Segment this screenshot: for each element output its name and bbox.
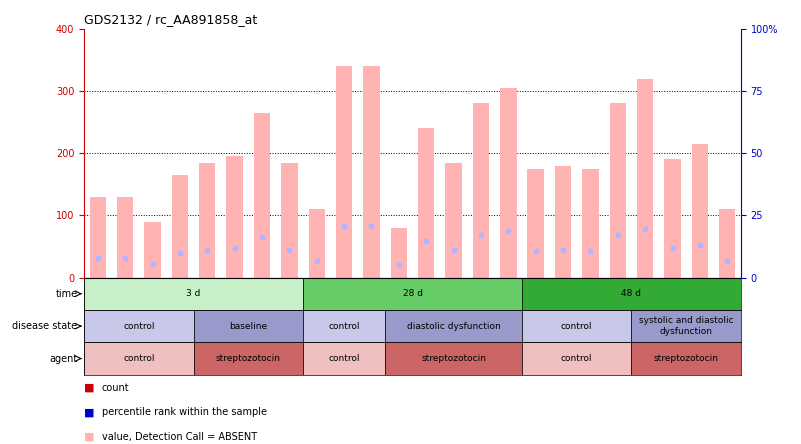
Bar (692, 144, 708, 278)
Bar (445, 163, 461, 278)
Bar (610, 103, 626, 278)
Text: 3 d: 3 d (187, 289, 201, 298)
Bar (171, 175, 188, 278)
Text: streptozotocin: streptozotocin (215, 354, 281, 363)
Bar (637, 79, 654, 278)
Text: control: control (123, 354, 155, 363)
Text: GDS2132 / rc_AA891858_at: GDS2132 / rc_AA891858_at (84, 13, 257, 26)
Bar (84, 278, 303, 310)
Bar (385, 310, 522, 342)
Bar (522, 342, 631, 375)
Bar (117, 197, 133, 278)
Text: percentile rank within the sample: percentile rank within the sample (102, 408, 267, 417)
Text: ■: ■ (84, 408, 95, 417)
Bar (194, 342, 303, 375)
Bar (582, 169, 598, 278)
Text: streptozotocin: streptozotocin (654, 354, 718, 363)
Bar (473, 103, 489, 278)
Bar (227, 156, 243, 278)
Text: 48 d: 48 d (622, 289, 642, 298)
Bar (254, 113, 270, 278)
Bar (303, 342, 385, 375)
Text: control: control (561, 354, 593, 363)
Bar (385, 342, 522, 375)
Bar (719, 209, 735, 278)
Bar (199, 163, 215, 278)
Bar (303, 310, 385, 342)
Bar (281, 163, 298, 278)
Text: value, Detection Call = ABSENT: value, Detection Call = ABSENT (102, 432, 257, 442)
Bar (631, 310, 741, 342)
Bar (527, 169, 544, 278)
Bar (308, 209, 325, 278)
Bar (418, 128, 434, 278)
Bar (522, 310, 631, 342)
Bar (303, 278, 522, 310)
Bar (194, 310, 303, 342)
Text: baseline: baseline (229, 321, 268, 331)
Bar (84, 342, 194, 375)
Text: disease state: disease state (12, 321, 78, 331)
Text: control: control (328, 321, 360, 331)
Bar (631, 342, 741, 375)
Bar (555, 166, 571, 278)
Bar (500, 88, 517, 278)
Text: systolic and diastolic
dysfunction: systolic and diastolic dysfunction (639, 317, 734, 336)
Bar (664, 159, 681, 278)
Bar (336, 66, 352, 278)
Text: ■: ■ (84, 432, 95, 442)
Text: ■: ■ (84, 383, 95, 393)
Bar (144, 222, 161, 278)
Text: count: count (102, 383, 129, 393)
Text: control: control (123, 321, 155, 331)
Bar (522, 278, 741, 310)
Text: 28 d: 28 d (403, 289, 422, 298)
Bar (363, 66, 380, 278)
Text: control: control (561, 321, 593, 331)
Text: time: time (55, 289, 78, 299)
Bar (90, 197, 106, 278)
Bar (391, 228, 407, 278)
Text: control: control (328, 354, 360, 363)
Bar (84, 310, 194, 342)
Text: agent: agent (50, 353, 78, 364)
Text: diastolic dysfunction: diastolic dysfunction (407, 321, 501, 331)
Text: streptozotocin: streptozotocin (421, 354, 486, 363)
